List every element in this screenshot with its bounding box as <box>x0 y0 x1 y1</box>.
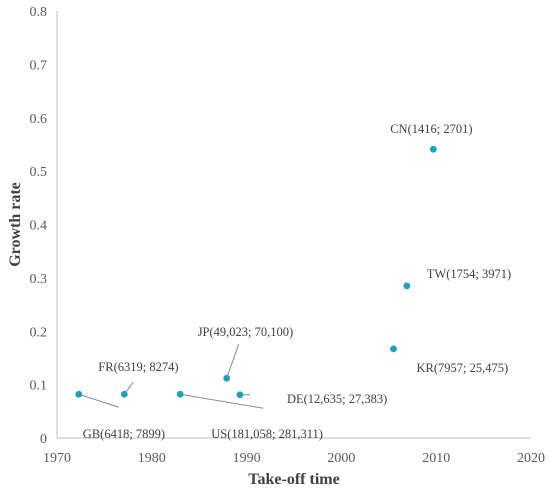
y-tick-label: 0.3 <box>30 272 48 287</box>
point-label: CN(1416; 2701) <box>390 122 472 136</box>
point-labels: GB(6418; 7899) FR(6319; 8274) US(181,058; … <box>83 122 511 441</box>
y-tick-label: 0.6 <box>30 112 48 127</box>
label-leader-lines <box>78 344 264 409</box>
point-label: KR(7957; 25,475) <box>417 361 509 375</box>
x-tick-label: 2020 <box>517 451 545 466</box>
data-point <box>223 374 231 382</box>
y-tick-label: 0.1 <box>30 379 48 394</box>
x-tick-label: 1980 <box>138 451 166 466</box>
data-point <box>390 345 397 353</box>
leader-line <box>180 393 264 409</box>
y-tick-label: 0.7 <box>30 58 48 73</box>
data-point <box>75 390 83 398</box>
y-tick-label: 0.8 <box>30 5 48 20</box>
y-tick-label: 0.4 <box>30 219 48 234</box>
data-point <box>236 391 244 399</box>
y-tick-label: 0.5 <box>30 165 48 180</box>
data-point <box>429 145 437 153</box>
point-label: JP(49,023; 70,100) <box>198 325 294 339</box>
point-label: DE(12,635; 27,383) <box>287 392 387 406</box>
axes <box>56 11 531 439</box>
data-points <box>75 145 437 399</box>
x-tick-label: 2000 <box>327 451 355 466</box>
x-tick-label: 1990 <box>233 451 261 466</box>
y-axis-title: Growth rate <box>7 182 24 267</box>
leader-line <box>78 393 119 408</box>
leader-line <box>226 344 240 379</box>
x-tick-label: 1970 <box>43 451 71 466</box>
point-label: TW(1754; 3971) <box>427 267 511 281</box>
data-point <box>403 282 411 290</box>
y-tick-labels: 0 0.1 0.2 0.3 0.4 0.5 0.6 0.7 0.8 <box>30 5 48 447</box>
x-axis-title: Take-off time <box>248 471 339 488</box>
point-label: GB(6418; 7899) <box>83 427 165 441</box>
point-label: US(181,058; 281,311) <box>211 427 323 441</box>
x-tick-labels: 1970 1980 1990 2000 2010 2020 <box>43 451 545 466</box>
data-point <box>176 390 184 398</box>
data-point <box>120 390 128 398</box>
y-tick-label: 0 <box>40 432 47 447</box>
x-tick-label: 2010 <box>422 451 450 466</box>
point-label: FR(6319; 8274) <box>98 360 178 374</box>
y-tick-label: 0.2 <box>30 325 48 340</box>
